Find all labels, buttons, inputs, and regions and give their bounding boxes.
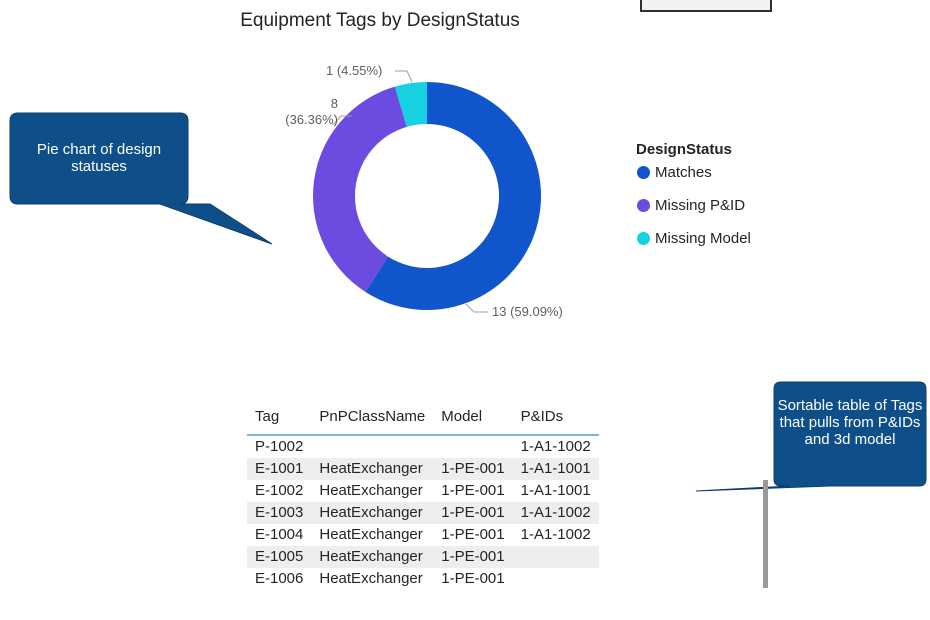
- cell-model: 1-PE-001: [433, 502, 513, 524]
- legend-dot-missing-model: [637, 232, 650, 245]
- table-scrollbar[interactable]: [763, 480, 768, 588]
- cell-class: HeatExchanger: [319, 526, 423, 543]
- slice-missing-pid[interactable]: [313, 86, 407, 292]
- chart-title: Equipment Tags by DesignStatus: [240, 10, 520, 31]
- cell-class: HeatExchanger: [311, 546, 434, 568]
- visual-header-box: [640, 0, 772, 12]
- column-header-model[interactable]: Model: [433, 398, 513, 436]
- cell-tag: E-1003: [247, 502, 312, 524]
- legend-label-missing-model: Missing Model: [655, 230, 751, 247]
- cell-pids: 1-A1-1001: [520, 482, 591, 499]
- cell-tag: E-1001: [247, 458, 312, 480]
- legend-dot-missing-pid: [637, 199, 650, 212]
- cell-class: HeatExchanger: [319, 482, 423, 499]
- cell-model: [433, 435, 512, 458]
- cell-pids: [512, 546, 599, 568]
- cell-pids: 1-A1-1002: [512, 502, 599, 524]
- cell-tag: E-1005: [247, 546, 312, 568]
- legend-item-missing-model[interactable]: Missing Model: [636, 230, 751, 263]
- slice-matches[interactable]: [365, 82, 542, 310]
- cell-model: 1-PE-001: [441, 482, 505, 499]
- cell-tag: E-1006: [255, 570, 304, 587]
- cell-model: 1-PE-001: [441, 570, 505, 587]
- column-header-tag[interactable]: Tag: [247, 398, 312, 436]
- cell-tag: E-1002: [255, 482, 304, 499]
- cell-class: HeatExchanger: [319, 570, 423, 587]
- table-callout-shape: [695, 381, 927, 492]
- leader-line-missing-model: [395, 70, 413, 83]
- cell-pids: 1-A1-1002: [520, 438, 591, 455]
- legend-item-missing-pid[interactable]: Missing P&ID: [636, 197, 751, 230]
- legend-item-matches[interactable]: Matches: [636, 164, 751, 197]
- cell-model: 1-PE-001: [433, 546, 513, 568]
- cell-pids: 1-A1-1002: [520, 526, 591, 543]
- cell-model: 1-PE-001: [433, 458, 513, 480]
- legend-title: DesignStatus: [636, 141, 732, 158]
- table-callout-text: Sortable table of Tags that pulls from P…: [777, 397, 923, 448]
- legend-label-matches: Matches: [655, 164, 712, 181]
- cell-class: [311, 435, 433, 458]
- cell-class: HeatExchanger: [311, 458, 434, 480]
- table-row[interactable]: E-1001 HeatExchanger 1-PE-001 1-A1-1001: [247, 458, 599, 480]
- table-row[interactable]: E-1006 HeatExchanger 1-PE-001: [247, 568, 599, 590]
- cell-model: 1-PE-001: [441, 526, 505, 543]
- cell-class: HeatExchanger: [311, 502, 434, 524]
- legend-dot-matches: [637, 166, 650, 179]
- table-row[interactable]: P-1002 1-A1-1002: [247, 435, 599, 458]
- leader-line-missing-pid: [332, 115, 352, 126]
- pie-callout-shape: [9, 112, 273, 245]
- column-header-pnpclassname[interactable]: PnPClassName: [311, 398, 434, 436]
- chart-legend: DesignStatus Matches Missing P&ID Missin…: [636, 141, 751, 263]
- pie-callout-text: Pie chart of design statuses: [36, 141, 162, 175]
- table-row[interactable]: E-1003 HeatExchanger 1-PE-001 1-A1-1002: [247, 502, 599, 524]
- cell-pids: 1-A1-1001: [512, 458, 599, 480]
- table-row[interactable]: E-1005 HeatExchanger 1-PE-001: [247, 546, 599, 568]
- table-row[interactable]: E-1002 HeatExchanger 1-PE-001 1-A1-1001: [247, 480, 599, 502]
- table-row[interactable]: E-1004 HeatExchanger 1-PE-001 1-A1-1002: [247, 524, 599, 546]
- legend-label-missing-pid: Missing P&ID: [655, 197, 746, 214]
- slice-missing-model[interactable]: [394, 82, 427, 127]
- tags-table: Tag PnPClassName Model P&IDs P-1002 1-A1-…: [247, 398, 599, 590]
- data-label-matches: 13 (59.09%): [492, 304, 563, 319]
- data-label-missing-pid: 8 (36.36%): [285, 96, 338, 127]
- cell-tag: E-1004: [255, 526, 304, 543]
- data-label-missing-model: 1 (4.55%): [326, 63, 383, 78]
- leader-line-matches: [465, 303, 488, 313]
- cell-pids: [513, 568, 599, 590]
- cell-tag: P-1002: [255, 438, 304, 455]
- table-header-row: Tag PnPClassName Model P&IDs: [247, 398, 599, 436]
- column-header-pids[interactable]: P&IDs: [512, 398, 599, 436]
